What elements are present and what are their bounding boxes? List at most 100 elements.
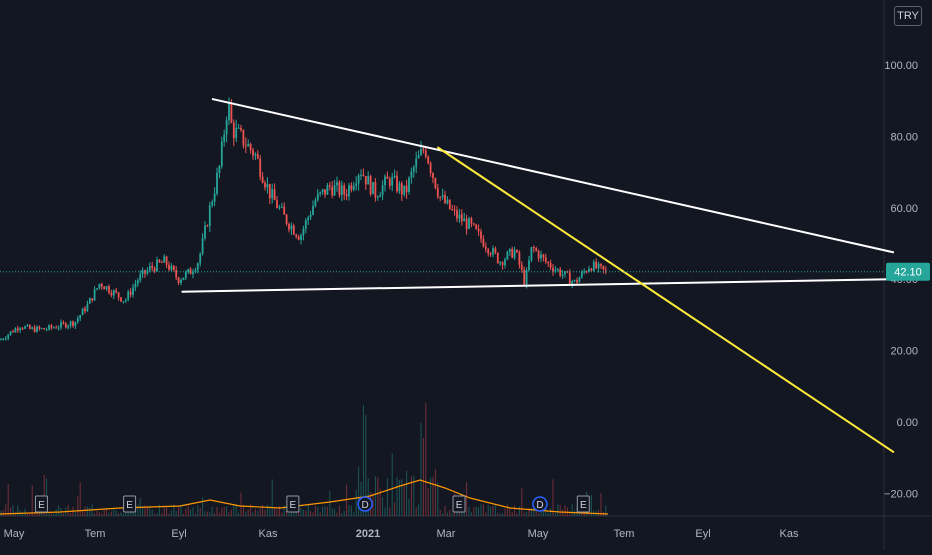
- candle-body: [129, 291, 132, 295]
- candle-body: [103, 286, 106, 290]
- volume-bar: [110, 511, 112, 516]
- volume-bar: [494, 505, 496, 516]
- volume-bar: [413, 475, 415, 516]
- candle-body: [340, 185, 343, 196]
- candle-body: [247, 143, 250, 147]
- volume-bar: [446, 512, 448, 516]
- volume-bar: [322, 506, 324, 516]
- candle-body: [21, 328, 24, 330]
- volume-bar: [103, 509, 105, 516]
- candle-body: [280, 206, 283, 208]
- candle-body: [513, 249, 516, 258]
- volume-bar: [228, 512, 230, 516]
- candle-body: [312, 206, 314, 215]
- candle-body: [201, 238, 204, 254]
- candle-body: [19, 328, 22, 331]
- candle-body: [182, 277, 185, 280]
- earnings-marker: [123, 495, 137, 513]
- candle-body: [252, 149, 254, 156]
- candle-body: [547, 261, 550, 263]
- candle-body: [477, 229, 480, 232]
- candle-body: [417, 155, 420, 159]
- candle-body: [530, 247, 533, 261]
- candle-body: [460, 214, 463, 222]
- volume-bar: [22, 512, 24, 516]
- volume-bar: [499, 513, 501, 516]
- volume-bar: [53, 513, 55, 516]
- volume-bar: [194, 513, 196, 516]
- volume-bar: [290, 509, 292, 516]
- candle-body: [57, 327, 60, 329]
- volume-bar: [384, 507, 386, 516]
- volume-bar: [86, 506, 88, 516]
- volume-bar: [355, 489, 357, 516]
- currency-button[interactable]: TRY: [894, 6, 922, 26]
- candle-body: [271, 189, 274, 199]
- volume-ma-line: [0, 479, 609, 515]
- candle-body: [568, 272, 571, 284]
- volume-bar: [346, 484, 348, 516]
- candle-body: [168, 264, 170, 270]
- candle-body: [268, 183, 271, 199]
- candle-body: [132, 287, 134, 295]
- candle-body: [456, 210, 458, 219]
- volume-bar: [343, 511, 345, 516]
- volume-bar: [451, 512, 453, 516]
- earnings-marker: [452, 495, 466, 513]
- volume-bar: [82, 511, 84, 516]
- volume-bar: [487, 504, 489, 516]
- volume-bar: [67, 504, 69, 516]
- candle-body: [2, 338, 5, 340]
- candle-body: [256, 154, 259, 159]
- candle-body: [321, 189, 324, 193]
- volume-bar: [178, 505, 180, 516]
- y-tick-label: −20.00: [884, 488, 918, 500]
- volume-bar: [211, 506, 213, 516]
- candle-body: [487, 249, 490, 254]
- candle-body: [208, 205, 211, 227]
- volume-bar: [233, 505, 235, 516]
- candle-body: [148, 265, 151, 271]
- candle-body: [297, 236, 300, 240]
- candle-body: [463, 218, 466, 222]
- candle-body: [264, 182, 266, 188]
- volume-bar: [439, 509, 441, 516]
- candle-body: [571, 281, 574, 284]
- volume-bar: [564, 505, 566, 516]
- volume-bar: [324, 506, 326, 516]
- candle-body: [412, 167, 415, 172]
- candle-body: [316, 193, 319, 201]
- candle-body: [259, 158, 262, 177]
- volume-bar: [206, 511, 208, 516]
- candle-body: [360, 174, 362, 176]
- candle-body: [276, 200, 278, 209]
- candle-body: [540, 254, 542, 259]
- x-tick-label: Kas: [259, 528, 278, 540]
- volume-bar: [542, 507, 544, 516]
- candle-body: [134, 283, 137, 288]
- volume-bar: [449, 509, 451, 516]
- candle-body: [400, 183, 403, 195]
- volume-bar: [214, 513, 216, 516]
- trendline-2: [181, 278, 894, 293]
- volume-bar: [278, 505, 280, 516]
- candle-body: [127, 291, 130, 300]
- candle-body: [242, 129, 245, 146]
- volume-bar: [242, 505, 244, 516]
- candle-body: [211, 201, 214, 206]
- candle-body: [60, 322, 62, 328]
- volume-bar: [554, 512, 556, 516]
- candle-body: [184, 272, 187, 278]
- candle-body: [192, 272, 194, 275]
- volume-bar: [437, 482, 439, 516]
- volume-bar: [394, 502, 396, 516]
- candle-body: [112, 290, 115, 296]
- candle-body: [55, 327, 58, 329]
- candle-body: [110, 292, 113, 296]
- volume-bar: [170, 510, 172, 516]
- candle-body: [244, 145, 247, 147]
- candle-body: [451, 209, 454, 211]
- candle-body: [559, 269, 562, 276]
